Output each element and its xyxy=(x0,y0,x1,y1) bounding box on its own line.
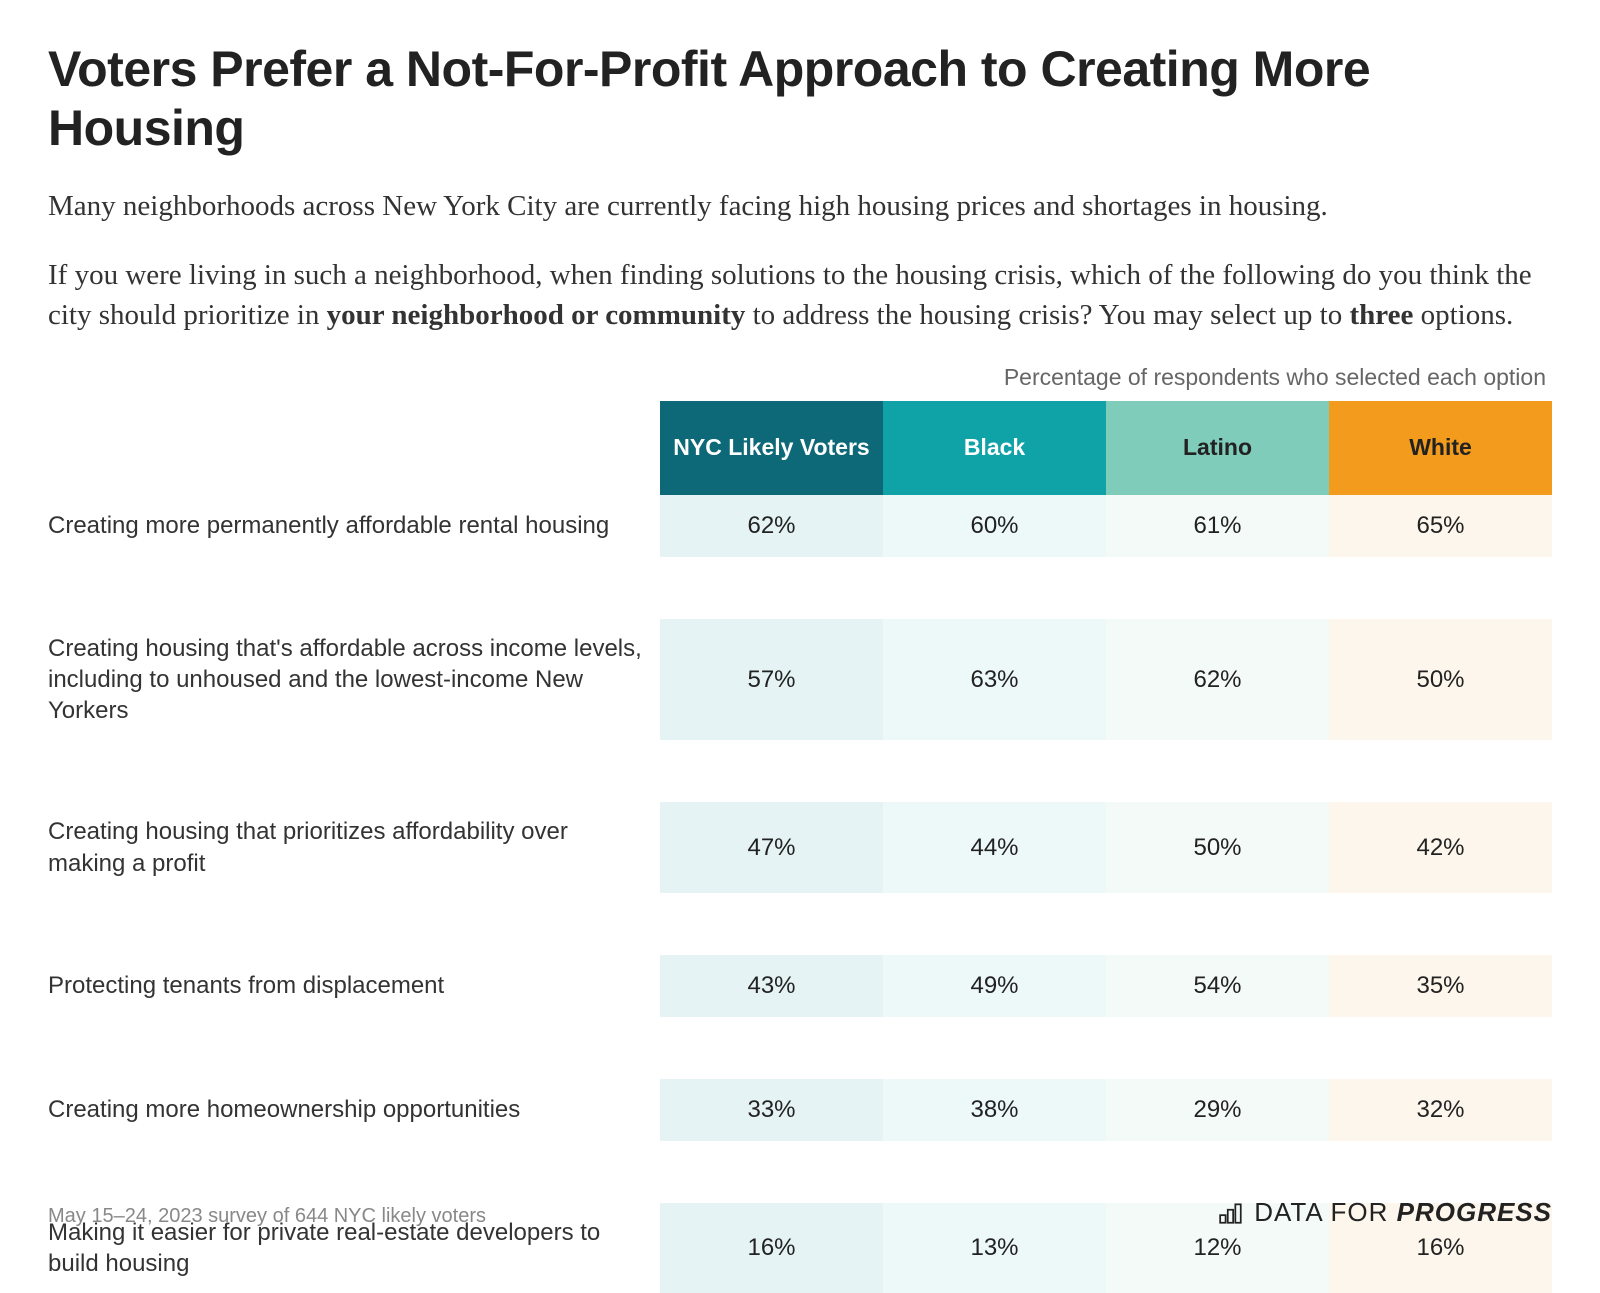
data-cell: 29% xyxy=(1106,1079,1329,1141)
row-gap xyxy=(48,1017,1552,1079)
intro-paragraph-1: Many neighborhoods across New York City … xyxy=(48,186,1552,227)
data-cell: 61% xyxy=(1106,495,1329,557)
data-cell: 32% xyxy=(1329,1079,1552,1141)
data-cell: 43% xyxy=(660,955,883,1017)
data-cell: 47% xyxy=(660,802,883,892)
brand-text-b: PROGRESS xyxy=(1397,1197,1552,1227)
brand-logo: DATA FOR PROGRESS xyxy=(1218,1197,1552,1228)
row-label: Protecting tenants from displacement xyxy=(48,955,660,1017)
data-cell: 49% xyxy=(883,955,1106,1017)
data-cell: 33% xyxy=(660,1079,883,1141)
data-cell: 44% xyxy=(883,802,1106,892)
table-row: Creating more permanently affordable ren… xyxy=(48,495,1552,557)
bar-chart-icon xyxy=(1218,1202,1244,1224)
page-title: Voters Prefer a Not-For-Profit Approach … xyxy=(48,40,1552,158)
table-row: Creating housing that prioritizes afford… xyxy=(48,802,1552,892)
table-row: Creating housing that's affordable acros… xyxy=(48,619,1552,741)
data-cell: 57% xyxy=(660,619,883,741)
intro-text: to address the housing crisis? You may s… xyxy=(745,299,1349,331)
intro-text: options. xyxy=(1413,299,1513,331)
column-header: Black xyxy=(883,401,1106,495)
row-gap xyxy=(48,893,1552,955)
data-cell: 50% xyxy=(1329,619,1552,741)
empty-header xyxy=(48,401,660,495)
results-table-container: Percentage of respondents who selected e… xyxy=(48,364,1552,1293)
table-row: Creating more homeownership opportunitie… xyxy=(48,1079,1552,1141)
data-cell: 63% xyxy=(883,619,1106,741)
data-cell: 62% xyxy=(1106,619,1329,741)
row-gap xyxy=(48,1141,1552,1203)
data-cell: 50% xyxy=(1106,802,1329,892)
row-gap xyxy=(48,557,1552,619)
data-cell: 65% xyxy=(1329,495,1552,557)
column-header: White xyxy=(1329,401,1552,495)
data-cell: 35% xyxy=(1329,955,1552,1017)
row-gap xyxy=(48,740,1552,802)
row-label: Creating more permanently affordable ren… xyxy=(48,495,660,557)
data-cell: 38% xyxy=(883,1079,1106,1141)
data-cell: 60% xyxy=(883,495,1106,557)
column-header: Latino xyxy=(1106,401,1329,495)
intro-paragraph-2: If you were living in such a neighborhoo… xyxy=(48,255,1552,336)
brand-text-a: DATA FOR xyxy=(1254,1197,1396,1227)
data-cell: 42% xyxy=(1329,802,1552,892)
row-label: Creating housing that prioritizes afford… xyxy=(48,802,660,892)
intro-bold-three: three xyxy=(1349,299,1413,331)
data-cell: 54% xyxy=(1106,955,1329,1017)
table-row: Protecting tenants from displacement43%4… xyxy=(48,955,1552,1017)
column-header: NYC Likely Voters xyxy=(660,401,883,495)
table-caption: Percentage of respondents who selected e… xyxy=(48,364,1552,391)
intro-bold-neighborhood: your neighborhood or community xyxy=(327,299,746,331)
row-label: Creating housing that's affordable acros… xyxy=(48,619,660,741)
results-table: NYC Likely VotersBlackLatinoWhite Creati… xyxy=(48,401,1552,1293)
row-label: Creating more homeownership opportunitie… xyxy=(48,1079,660,1141)
data-cell: 62% xyxy=(660,495,883,557)
survey-footnote: May 15–24, 2023 survey of 644 NYC likely… xyxy=(48,1205,486,1228)
